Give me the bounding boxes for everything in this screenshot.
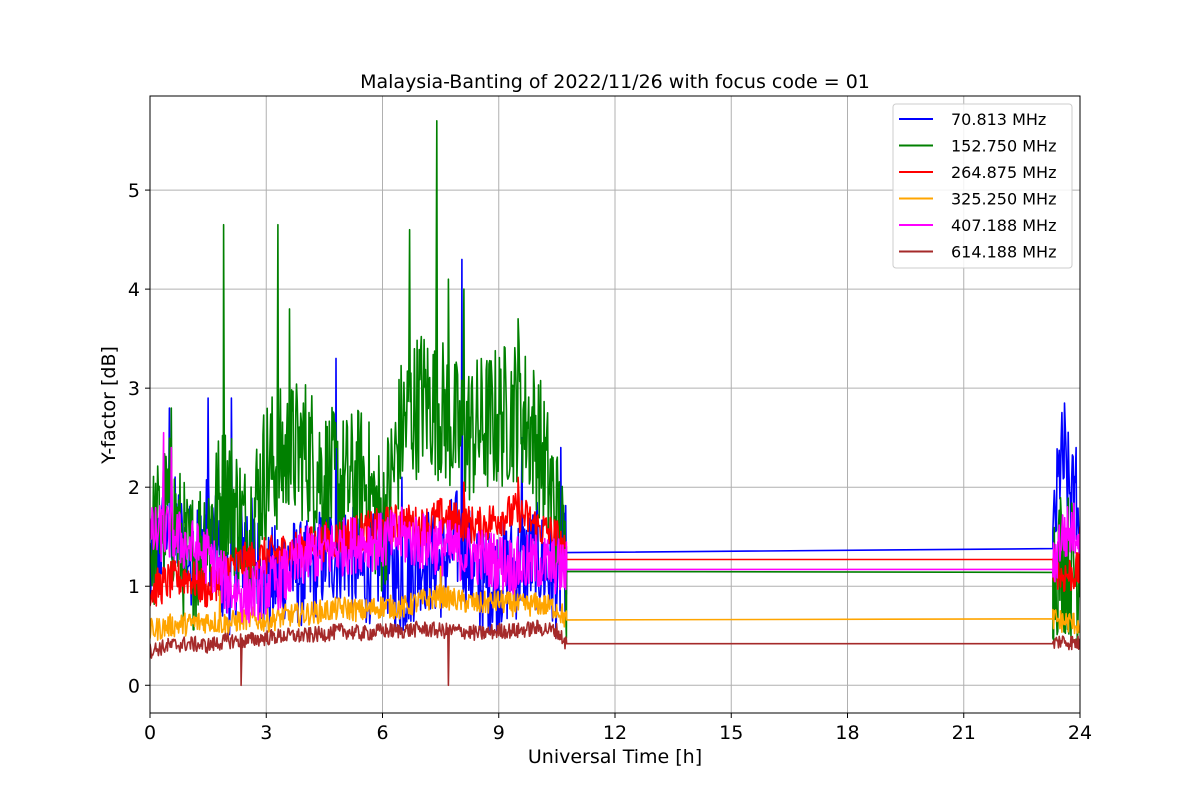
chart-title: Malaysia-Banting of 2022/11/26 with focu… <box>360 71 870 93</box>
series-line-5 <box>150 431 1080 624</box>
legend-box <box>892 103 1073 269</box>
y-tick-label: 5 <box>128 180 140 202</box>
y-tick-label: 0 <box>128 675 140 697</box>
series-line-2 <box>150 120 1080 647</box>
x-tick-label: 6 <box>376 722 388 744</box>
series-group <box>150 120 1080 687</box>
x-axis-title: Universal Time [h] <box>528 746 702 768</box>
x-tick-label: 15 <box>719 722 743 744</box>
y-tick-label: 4 <box>128 279 140 301</box>
x-tick-label: 0 <box>144 722 156 744</box>
legend-label: 407.188 MHz <box>951 216 1056 235</box>
legend-label: 264.875 MHz <box>951 163 1056 182</box>
y-tick-label: 3 <box>128 378 140 400</box>
series-line-6 <box>150 619 1080 687</box>
y-tick-label: 2 <box>128 477 140 499</box>
x-tick-label: 24 <box>1068 722 1092 744</box>
legend: 70.813 MHz 152.750 MHz 264.875 MHz 325.250 … <box>892 103 1073 269</box>
x-tick-label: 12 <box>603 722 627 744</box>
x-tick-label: 18 <box>835 722 859 744</box>
x-tick-label: 3 <box>260 722 272 744</box>
legend-label: 152.750 MHz <box>951 137 1056 156</box>
legend-label: 614.188 MHz <box>951 243 1056 262</box>
series-line-4 <box>150 565 1080 641</box>
x-tick-label: 21 <box>952 722 976 744</box>
y-axis-title: Y-factor [dB] <box>98 346 120 465</box>
x-tick-label: 9 <box>493 722 505 744</box>
y-tick-label: 1 <box>128 576 140 598</box>
legend-label: 325.250 MHz <box>951 190 1056 209</box>
legend-label: 70.813 MHz <box>951 110 1046 129</box>
